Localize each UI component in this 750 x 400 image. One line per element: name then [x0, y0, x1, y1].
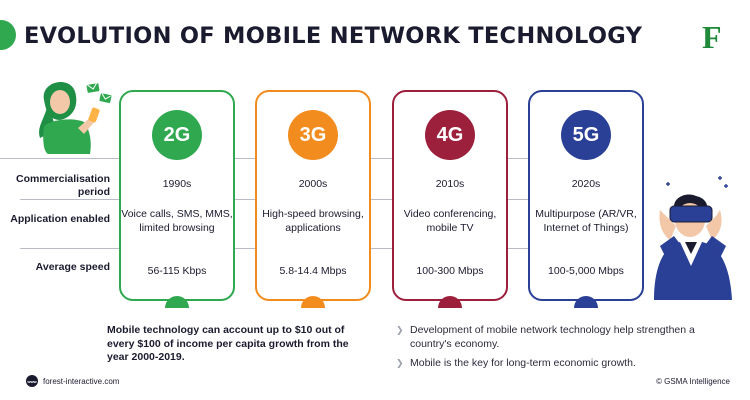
card-speed-4g: 100-300 Mbps	[416, 265, 484, 277]
bullet-item: ❯ Mobile is the key for long-term econom…	[396, 357, 696, 371]
card-application-2g: Voice calls, SMS, MMS, limited browsing	[121, 208, 233, 234]
row-label-average-speed: Average speed	[35, 261, 110, 273]
card-speed-3g: 5.8-14.4 Mbps	[279, 265, 347, 277]
generation-badge-4g: 4G	[425, 110, 475, 160]
website-footer[interactable]: www forest-interactive.com	[26, 375, 119, 387]
income-growth-stat: Mobile technology can account up to $10 …	[107, 324, 349, 363]
page-title: EVOLUTION OF MOBILE NETWORK TECHNOLOGY	[24, 23, 643, 49]
bullet-list: ❯ Development of mobile network technolo…	[396, 324, 696, 377]
generation-card-5g	[528, 90, 644, 301]
bullet-text: Mobile is the key for long-term economic…	[410, 357, 636, 369]
card-speed-5g: 100-5,000 Mbps	[548, 265, 624, 277]
card-tab-2g	[165, 296, 189, 308]
forest-logo: F	[702, 19, 722, 55]
card-application-4g: Video conferencing, mobile TV	[403, 208, 497, 234]
globe-icon: www	[26, 375, 38, 387]
card-speed-2g: 56-115 Kbps	[147, 265, 207, 277]
card-application-5g: Multipurpose (AR/VR, Internet of Things)	[535, 208, 637, 234]
row-label-application-enabled: Application enabled	[10, 213, 110, 225]
card-period-3g: 2000s	[298, 178, 328, 190]
man-with-vr-headset-illustration	[654, 176, 732, 300]
source-credit: © GSMA Intelligence	[656, 377, 730, 386]
chevron-right-icon: ❯	[396, 358, 404, 368]
card-tab-5g	[574, 296, 598, 308]
bullet-item: ❯ Development of mobile network technolo…	[396, 324, 696, 351]
card-period-5g: 2020s	[571, 178, 601, 190]
accent-dot	[0, 20, 16, 50]
chevron-right-icon: ❯	[396, 325, 404, 335]
row-label-commercialisation-period: Commercialisation period	[16, 173, 110, 198]
card-application-3g: High-speed browsing, applications	[262, 208, 364, 234]
generation-badge-5g: 5G	[561, 110, 611, 160]
website-link[interactable]: forest-interactive.com	[43, 376, 120, 386]
card-period-4g: 2010s	[435, 178, 465, 190]
generation-badge-2g: 2G	[152, 110, 202, 160]
card-period-2g: 1990s	[162, 178, 192, 190]
generation-badge-3g: 3G	[288, 110, 338, 160]
woman-with-phone-illustration	[39, 81, 112, 154]
card-tab-4g	[438, 296, 462, 308]
card-tab-3g	[301, 296, 325, 308]
bullet-text: Development of mobile network technology…	[410, 324, 695, 350]
